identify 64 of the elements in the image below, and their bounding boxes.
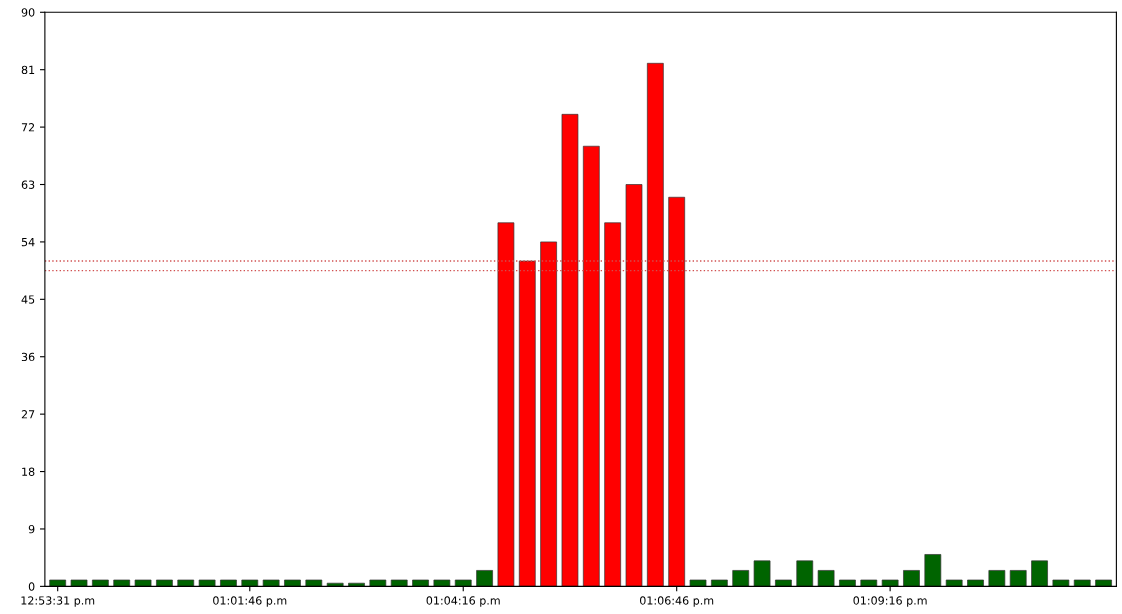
x-tick-label: 01:06:46 p.m <box>640 596 714 607</box>
bar <box>625 184 643 587</box>
bar <box>839 579 856 587</box>
bar <box>198 579 216 587</box>
bar <box>284 579 301 587</box>
bar <box>412 579 429 587</box>
bar <box>988 570 1006 587</box>
bar <box>177 579 195 587</box>
bar <box>1073 579 1091 587</box>
bar <box>92 579 109 587</box>
bar <box>817 570 835 587</box>
bar <box>305 579 323 587</box>
y-tick-label: 9 <box>28 524 35 534</box>
bar <box>390 579 408 587</box>
y-tick-label: 36 <box>21 352 35 362</box>
bar <box>604 222 622 587</box>
y-tick-label: 27 <box>21 410 35 419</box>
x-tick-label: 01:09:16 p.m <box>853 596 927 607</box>
bar <box>1031 560 1048 587</box>
y-tick-label: 63 <box>21 180 35 189</box>
bar <box>924 554 942 587</box>
y-tick-label: 54 <box>21 238 35 247</box>
bar <box>967 579 984 587</box>
bar <box>49 579 67 587</box>
bar <box>433 579 451 587</box>
bar <box>540 241 557 587</box>
bar <box>518 260 536 587</box>
bar <box>369 579 387 587</box>
bar <box>561 113 579 587</box>
y-tick-label: 45 <box>21 295 35 304</box>
y-tick-label: 0 <box>28 582 35 591</box>
x-tick-label: 12:53:31 p.m <box>21 596 95 607</box>
x-tick-label: 01:01:46 p.m <box>213 596 287 607</box>
bar <box>1009 570 1027 587</box>
bar <box>689 579 707 587</box>
bar <box>881 579 899 587</box>
bar <box>454 579 472 587</box>
bar <box>1052 579 1070 587</box>
bar <box>945 579 963 587</box>
y-tick-label: 90 <box>21 8 35 17</box>
bar <box>753 560 771 587</box>
bar <box>476 570 493 587</box>
bar <box>796 560 814 587</box>
bar <box>668 196 686 587</box>
bar <box>646 62 664 587</box>
bar <box>775 579 792 587</box>
bar <box>711 579 728 587</box>
bar <box>262 579 280 587</box>
bar <box>134 579 152 587</box>
bar <box>732 570 750 587</box>
bar <box>903 570 920 587</box>
bar <box>113 579 131 587</box>
y-tick-label: 18 <box>22 467 35 476</box>
y-tick-label: 81 <box>21 65 35 75</box>
bar <box>156 579 173 587</box>
y-tick-label: 72 <box>21 123 35 132</box>
bar <box>860 579 878 587</box>
bar <box>1095 579 1112 587</box>
bar <box>70 579 88 587</box>
bar <box>497 222 515 587</box>
bar <box>220 579 237 587</box>
bar <box>582 145 600 587</box>
bar <box>241 579 259 587</box>
x-tick-label: 01:04:16 p.m <box>426 596 500 607</box>
